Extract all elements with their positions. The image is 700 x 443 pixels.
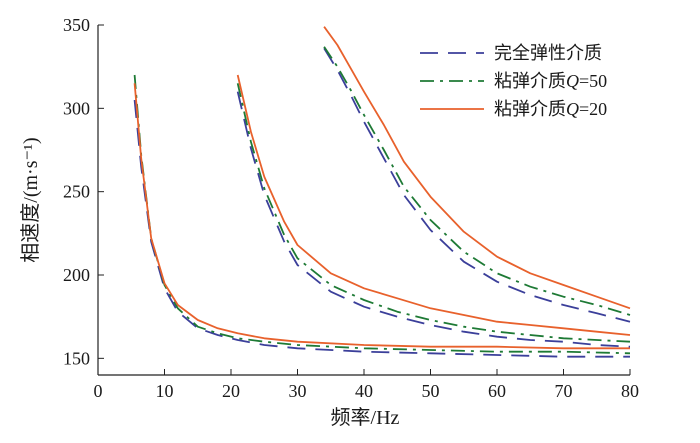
x-tick-label: 80 <box>621 381 639 401</box>
legend-label-2: 粘弹介质Q=20 <box>494 99 607 119</box>
legend-item-0: 完全弹性介质 <box>420 43 602 63</box>
x-tick-label: 0 <box>94 381 103 401</box>
y-axis-title: 相速度/(m·s⁻¹) <box>19 137 42 262</box>
axes-layer: 0 10 20 30 40 50 60 70 80 150 200 250 300 350 <box>63 15 639 401</box>
series-line-8 <box>323 26 631 310</box>
y-tick-label: 350 <box>63 15 90 35</box>
x-axis-title: 频率/Hz <box>331 406 400 429</box>
x-tick-label: 50 <box>422 381 440 401</box>
x-tick-label: 70 <box>555 381 573 401</box>
legend: 完全弹性介质 粘弹介质Q=50 粘弹介质Q=20 <box>420 43 607 119</box>
legend-label-1: 粘弹介质Q=50 <box>494 71 607 91</box>
legend-item-1: 粘弹介质Q=50 <box>420 71 607 91</box>
series-line-0 <box>133 99 630 358</box>
legend-item-2: 粘弹介质Q=20 <box>420 99 607 119</box>
y-tick-label: 200 <box>63 265 90 285</box>
x-tick-label: 30 <box>289 381 307 401</box>
series-line-3 <box>236 91 631 348</box>
series-line-5 <box>236 74 631 336</box>
x-tick-label: 60 <box>488 381 506 401</box>
y-tick-label: 250 <box>63 182 90 202</box>
series-line-6 <box>323 47 631 323</box>
series-layer <box>133 26 631 358</box>
series-line-4 <box>236 83 631 343</box>
series-line-2 <box>133 83 630 350</box>
y-tick-label: 300 <box>63 98 90 118</box>
legend-label-0: 完全弹性介质 <box>494 43 602 63</box>
x-tick-label: 10 <box>156 381 174 401</box>
x-tick-label: 20 <box>222 381 240 401</box>
series-line-7 <box>323 46 631 316</box>
x-tick-label: 40 <box>355 381 373 401</box>
y-tick-label: 150 <box>63 348 90 368</box>
